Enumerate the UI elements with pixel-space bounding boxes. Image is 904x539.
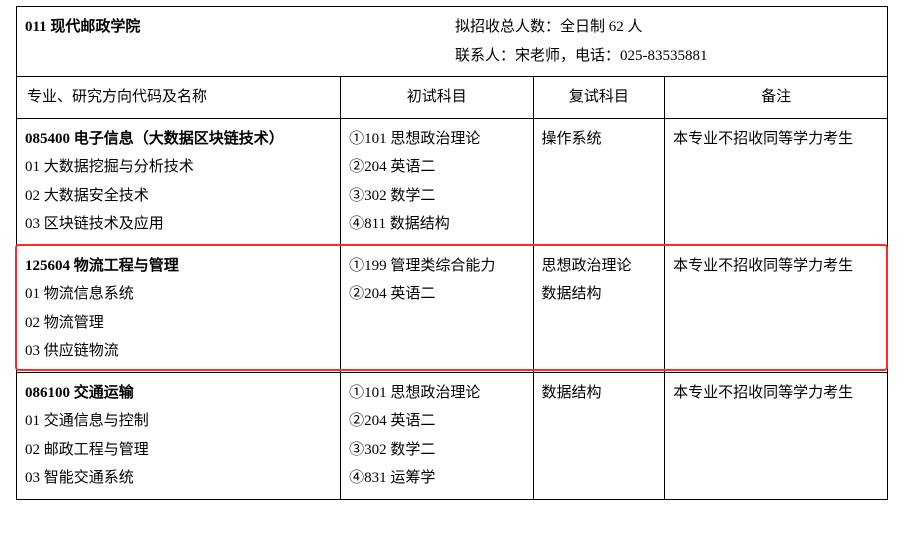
cell-major: 085400 电子信息（大数据区块链技术）01 大数据挖掘与分析技术02 大数据…: [17, 118, 341, 245]
major-code-name: 085400 电子信息（大数据区块链技术）: [25, 125, 332, 154]
admissions-table: 011 现代邮政学院 拟招收总人数：全日制 62 人 联系人：宋老师，电话：02…: [16, 6, 888, 500]
research-direction: 01 交通信息与控制: [25, 407, 332, 436]
table-header-row: 011 现代邮政学院 拟招收总人数：全日制 62 人 联系人：宋老师，电话：02…: [17, 7, 888, 77]
page: 011 现代邮政学院 拟招收总人数：全日制 62 人 联系人：宋老师，电话：02…: [0, 0, 904, 508]
col-header-prelim: 初试科目: [341, 77, 533, 119]
table-row: 125604 物流工程与管理01 物流信息系统02 物流管理03 供应链物流①1…: [17, 245, 888, 372]
cell-major: 086100 交通运输01 交通信息与控制02 邮政工程与管理03 智能交通系统: [17, 372, 341, 499]
table-body: 085400 电子信息（大数据区块链技术）01 大数据挖掘与分析技术02 大数据…: [17, 118, 888, 499]
prelim-subject: ③302 数学二: [349, 182, 524, 211]
prelim-subject: ①101 思想政治理论: [349, 379, 524, 408]
col-header-reexam: 复试科目: [533, 77, 665, 119]
research-direction: 02 邮政工程与管理: [25, 436, 332, 465]
note-text: 本专业不招收同等学力考生: [673, 125, 879, 154]
prelim-subject: ①199 管理类综合能力: [349, 252, 524, 281]
reexam-subject: 操作系统: [542, 125, 657, 154]
reexam-subject: 数据结构: [542, 280, 657, 309]
note-text: 本专业不招收同等学力考生: [673, 252, 879, 281]
dept-title: 011 现代邮政学院: [25, 13, 140, 42]
cell-major: 125604 物流工程与管理01 物流信息系统02 物流管理03 供应链物流: [17, 245, 341, 372]
reexam-subject: 数据结构: [542, 379, 657, 408]
prelim-subject: ④831 运筹学: [349, 464, 524, 493]
enrollment-info: 拟招收总人数：全日制 62 人: [455, 13, 879, 42]
prelim-subject: ②204 英语二: [349, 153, 524, 182]
cell-prelim: ①101 思想政治理论②204 英语二③302 数学二④831 运筹学: [341, 372, 533, 499]
research-direction: 03 区块链技术及应用: [25, 210, 332, 239]
col-header-note: 备注: [665, 77, 888, 119]
cell-reexam: 操作系统: [533, 118, 665, 245]
research-direction: 03 智能交通系统: [25, 464, 332, 493]
major-code-name: 125604 物流工程与管理: [25, 252, 332, 281]
cell-reexam: 数据结构: [533, 372, 665, 499]
column-header-row: 专业、研究方向代码及名称 初试科目 复试科目 备注: [17, 77, 888, 119]
cell-reexam: 思想政治理论数据结构: [533, 245, 665, 372]
prelim-subject: ①101 思想政治理论: [349, 125, 524, 154]
research-direction: 02 大数据安全技术: [25, 182, 332, 211]
col-header-major: 专业、研究方向代码及名称: [17, 77, 341, 119]
reexam-subject: 思想政治理论: [542, 252, 657, 281]
research-direction: 03 供应链物流: [25, 337, 332, 366]
cell-note: 本专业不招收同等学力考生: [665, 118, 888, 245]
prelim-subject: ④811 数据结构: [349, 210, 524, 239]
note-text: 本专业不招收同等学力考生: [673, 379, 879, 408]
cell-note: 本专业不招收同等学力考生: [665, 245, 888, 372]
prelim-subject: ③302 数学二: [349, 436, 524, 465]
table-row: 086100 交通运输01 交通信息与控制02 邮政工程与管理03 智能交通系统…: [17, 372, 888, 499]
major-code-name: 086100 交通运输: [25, 379, 332, 408]
research-direction: 01 物流信息系统: [25, 280, 332, 309]
cell-note: 本专业不招收同等学力考生: [665, 372, 888, 499]
research-direction: 01 大数据挖掘与分析技术: [25, 153, 332, 182]
prelim-subject: ②204 英语二: [349, 407, 524, 436]
cell-prelim: ①199 管理类综合能力②204 英语二: [341, 245, 533, 372]
contact-info: 联系人：宋老师，电话：025-83535881: [455, 42, 879, 71]
table-row: 085400 电子信息（大数据区块链技术）01 大数据挖掘与分析技术02 大数据…: [17, 118, 888, 245]
cell-prelim: ①101 思想政治理论②204 英语二③302 数学二④811 数据结构: [341, 118, 533, 245]
header-cell: 011 现代邮政学院 拟招收总人数：全日制 62 人 联系人：宋老师，电话：02…: [17, 7, 888, 77]
prelim-subject: ②204 英语二: [349, 280, 524, 309]
research-direction: 02 物流管理: [25, 309, 332, 338]
